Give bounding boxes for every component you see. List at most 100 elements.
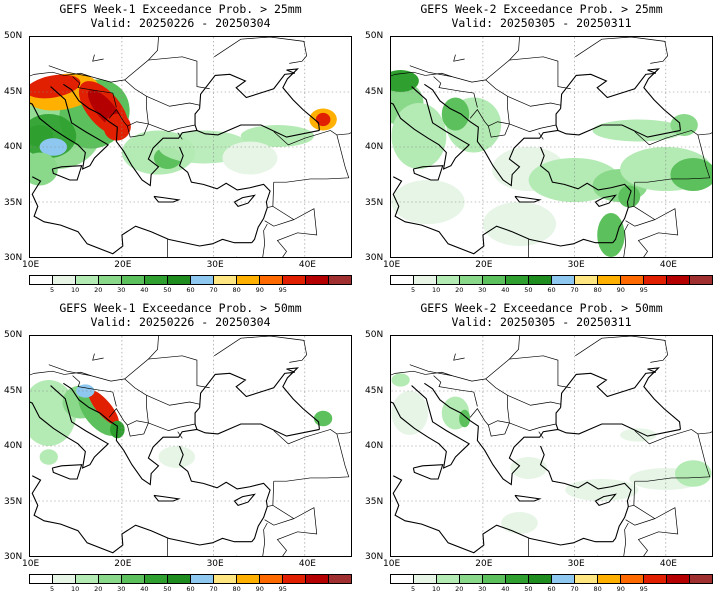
lat-label: 40N [365,142,383,152]
precip-region [483,202,556,246]
colorbar-label: 30 [478,286,486,294]
colorbar-label: 40 [140,585,148,593]
precip-region [314,411,332,426]
lon-label: 10E [383,559,400,569]
lon-label: 40E [299,559,316,569]
precip-region [593,120,684,142]
lat-label: 40N [4,142,22,152]
colorbar-swatch [99,575,122,583]
colorbar-swatch [214,276,237,284]
lon-label: 40E [660,260,677,270]
colorbar-label: 90 [256,585,264,593]
colorbar-label: 70 [570,585,578,593]
colorbar-label: 95 [279,585,287,593]
map-panel-3: GEFS Week-1 Exceedance Prob. > 50mm Valid… [0,299,361,598]
colorbar-label: 5 [50,286,54,294]
colorbar-label: 10 [432,286,440,294]
lat-label: 35N [365,497,383,507]
colorbar-swatch [237,575,260,583]
colorbar-swatch [598,575,621,583]
colorbar-label: 80 [233,585,241,593]
colorbar-swatch [437,276,460,284]
colorbar-swatch [621,276,644,284]
lat-label: 35N [365,198,383,208]
lon-label: 10E [383,260,400,270]
lon-label: 10E [22,559,39,569]
precip-region [675,460,712,486]
map-panel-4: GEFS Week-2 Exceedance Prob. > 50mm Valid… [361,299,722,598]
colorbar-swatch [76,276,99,284]
coastlines [391,368,712,556]
colorbar-label: 60 [547,585,555,593]
colorbar-swatch [329,276,351,284]
colorbar-swatch [506,575,529,583]
colorbar-swatch [260,575,283,583]
colorbar-swatch [690,276,712,284]
lon-label: 20E [114,260,131,270]
lat-label: 30N [4,552,22,562]
colorbar-swatch [414,276,437,284]
lon-label: 40E [660,559,677,569]
colorbar-label: 50 [524,286,532,294]
colorbar-swatch [391,575,414,583]
colorbar-swatch [168,575,191,583]
colorbar-swatch [191,276,214,284]
colorbar-label: 90 [617,585,625,593]
panel-title: GEFS Week-1 Exceedance Prob. > 25mm [0,3,361,16]
colorbar-swatch [483,276,506,284]
colorbar-swatch [506,276,529,284]
colorbar-swatch [168,276,191,284]
lat-label: 35N [4,497,22,507]
lat-label: 30N [365,253,383,263]
map-area [29,36,352,258]
map-area [390,36,713,258]
colorbar-swatch [621,575,644,583]
colorbar-label: 70 [209,585,217,593]
map-panel-2: GEFS Week-2 Exceedance Prob. > 25mm Valid… [361,0,722,299]
lon-label: 10E [22,260,39,270]
colorbar-swatch [529,276,552,284]
lat-label: 45N [365,386,383,396]
lat-label: 40N [4,441,22,451]
colorbar-label: 40 [140,286,148,294]
lon-label: 40E [299,260,316,270]
colorbar [390,275,713,285]
lat-label: 30N [365,552,383,562]
lat-label: 45N [4,386,22,396]
colorbar [29,574,352,584]
colorbar-label: 90 [256,286,264,294]
colorbar-label: 50 [163,286,171,294]
colorbar-swatch [483,575,506,583]
map-svg [30,336,351,556]
colorbar-label: 50 [524,585,532,593]
colorbar-label: 20 [94,286,102,294]
colorbar-swatch [575,575,598,583]
colorbar-label: 20 [94,585,102,593]
precip-region [501,512,538,534]
colorbar-swatch [30,276,53,284]
colorbar-label: 95 [640,585,648,593]
colorbar-swatch [283,575,306,583]
precip-region [223,142,278,175]
precip-region [442,98,469,131]
colorbar-swatch [53,575,76,583]
colorbar [390,574,713,584]
lon-label: 30E [207,559,224,569]
colorbar-label: 30 [117,585,125,593]
lat-label: 50N [365,31,383,41]
map-panel-1: GEFS Week-1 Exceedance Prob. > 25mm Valid… [0,0,361,299]
colorbar-swatch [552,575,575,583]
colorbar-label: 5 [411,585,415,593]
colorbar-label: 95 [279,286,287,294]
graticule [30,336,350,556]
lon-label: 30E [568,559,585,569]
colorbar-swatch [191,575,214,583]
map-svg [391,336,712,556]
lon-label: 20E [475,260,492,270]
colorbar-label: 10 [71,585,79,593]
colorbar-label: 70 [209,286,217,294]
colorbar-swatch [214,575,237,583]
colorbar-label: 80 [233,286,241,294]
graticule [30,37,350,257]
precip-region [391,373,409,386]
